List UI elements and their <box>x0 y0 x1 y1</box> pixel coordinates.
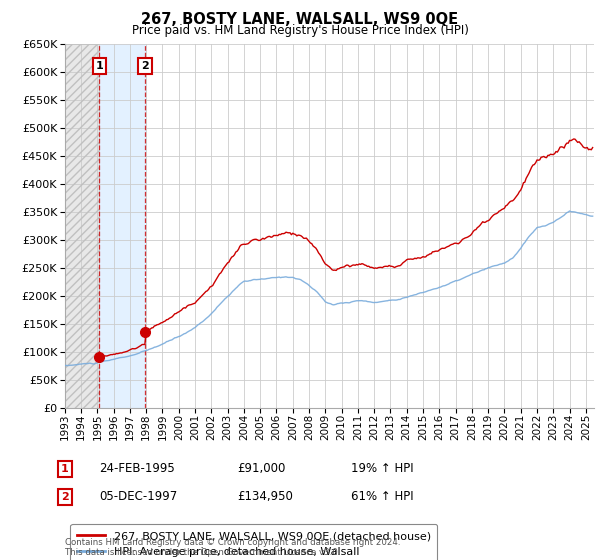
Text: £134,950: £134,950 <box>237 490 293 503</box>
Text: 1: 1 <box>61 464 68 474</box>
Bar <box>65 44 100 408</box>
Text: 1: 1 <box>95 61 103 71</box>
Text: 05-DEC-1997: 05-DEC-1997 <box>99 490 177 503</box>
Text: Price paid vs. HM Land Registry's House Price Index (HPI): Price paid vs. HM Land Registry's House … <box>131 24 469 37</box>
Text: 24-FEB-1995: 24-FEB-1995 <box>99 462 175 475</box>
Text: 267, BOSTY LANE, WALSALL, WS9 0QE: 267, BOSTY LANE, WALSALL, WS9 0QE <box>142 12 458 27</box>
Bar <box>100 44 145 408</box>
Text: 2: 2 <box>61 492 68 502</box>
Text: 61% ↑ HPI: 61% ↑ HPI <box>351 490 413 503</box>
Text: £91,000: £91,000 <box>237 462 286 475</box>
Text: Contains HM Land Registry data © Crown copyright and database right 2024.
This d: Contains HM Land Registry data © Crown c… <box>65 538 400 557</box>
Text: 2: 2 <box>141 61 149 71</box>
Legend: 267, BOSTY LANE, WALSALL, WS9 0QE (detached house), HPI: Average price, detached: 267, BOSTY LANE, WALSALL, WS9 0QE (detac… <box>70 524 437 560</box>
Text: 19% ↑ HPI: 19% ↑ HPI <box>351 462 413 475</box>
Bar <box>65 44 100 408</box>
